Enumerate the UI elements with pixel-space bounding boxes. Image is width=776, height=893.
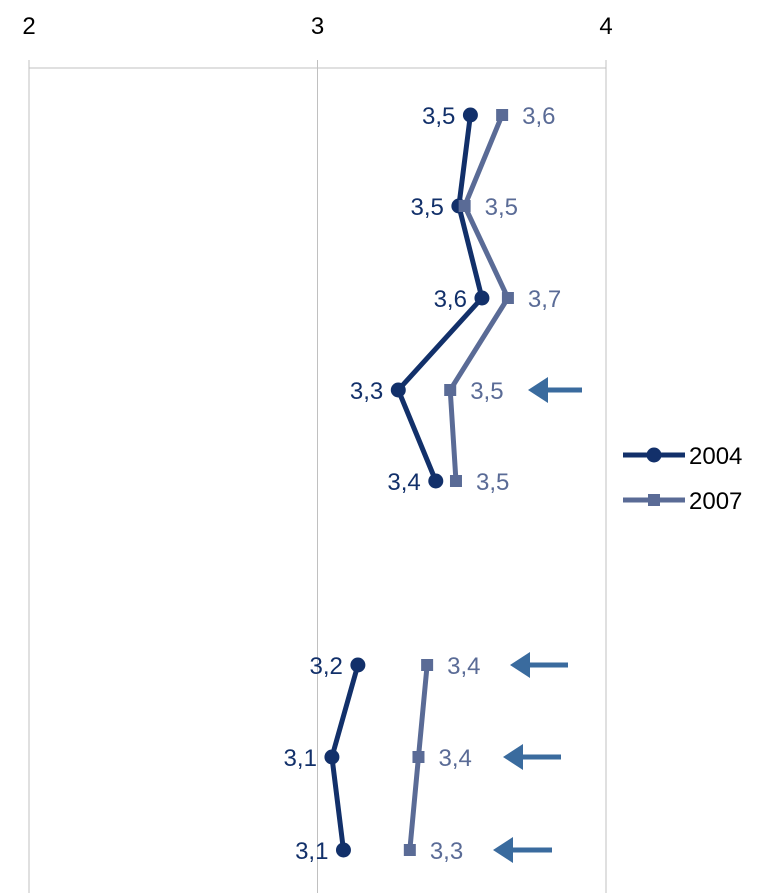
x-tick-label: 3 (311, 13, 324, 40)
legend: 2004 2007 (623, 443, 742, 515)
arrow-left-icon (510, 652, 530, 678)
highlight-arrows (493, 377, 582, 863)
data-label-2004: 3,5 (422, 103, 455, 130)
x-tick-label: 4 (599, 13, 612, 40)
data-point-2007 (458, 200, 471, 212)
data-label-2007: 3,5 (476, 469, 509, 496)
data-label-2007: 3,3 (430, 838, 463, 865)
legend-marker-2004 (646, 447, 662, 463)
x-tick-label: 2 (22, 13, 35, 40)
data-point-2004 (474, 290, 490, 306)
data-point-2007 (444, 384, 457, 396)
data-label-2004: 3,1 (295, 838, 328, 865)
data-label-2004: 3,5 (410, 194, 443, 221)
data-point-2004 (350, 657, 366, 673)
data-label-2004: 3,3 (350, 378, 383, 405)
data-point-2007 (496, 109, 509, 121)
legend-marker-2007 (648, 494, 660, 506)
arrow-left-icon (493, 837, 513, 863)
legend-label-2007: 2007 (689, 488, 742, 515)
data-label-2007: 3,6 (522, 103, 555, 130)
plot-area: 3,5 3,5 3,6 3,3 3,4 3,6 3,5 3,7 3,5 3,5 3,2 3,1 3,1 3… (284, 103, 562, 865)
data-label-2007: 3,4 (447, 653, 480, 680)
data-point-2007 (421, 659, 434, 671)
data-label-2007: 3,7 (528, 286, 561, 313)
data-point-2004 (428, 473, 444, 489)
data-label-2004: 3,4 (387, 469, 420, 496)
data-label-2007: 3,5 (470, 378, 503, 405)
data-point-2004 (462, 107, 478, 123)
data-point-2007 (501, 292, 514, 304)
data-label-2007: 3,4 (438, 745, 471, 772)
data-point-2004 (324, 749, 340, 765)
data-label-2007: 3,5 (485, 194, 518, 221)
data-label-2004: 3,2 (310, 653, 343, 680)
arrow-left-icon (528, 377, 548, 403)
legend-label-2004: 2004 (689, 443, 742, 470)
data-point-2004 (335, 842, 351, 858)
data-point-2007 (449, 475, 462, 487)
data-point-2007 (412, 751, 425, 763)
grid (28, 60, 607, 893)
x-axis-ticks: 2 3 4 (22, 13, 612, 40)
arrow-left-icon (503, 744, 523, 770)
data-label-2004: 3,6 (434, 286, 467, 313)
data-point-2004 (390, 382, 406, 398)
data-point-2007 (403, 844, 416, 856)
data-label-2004: 3,1 (284, 745, 317, 772)
